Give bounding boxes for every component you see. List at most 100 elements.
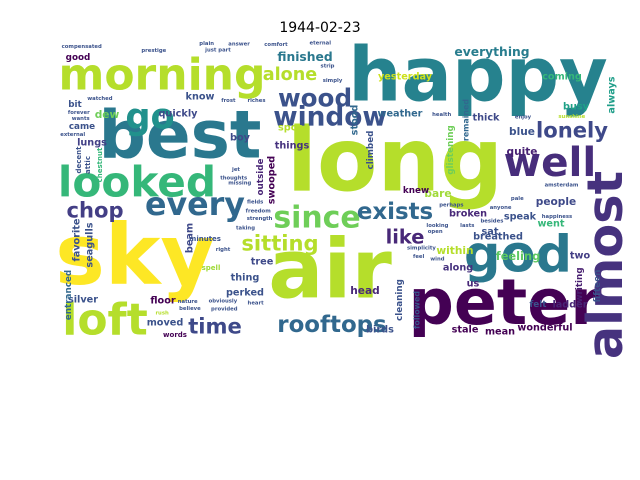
word-window: window bbox=[273, 102, 387, 133]
word-chestnut: chestnut bbox=[96, 147, 104, 182]
word-quite: quite bbox=[506, 146, 537, 158]
word-mean: mean bbox=[485, 327, 515, 338]
word-freedom: freedom bbox=[246, 208, 272, 214]
word-alone: alone bbox=[263, 65, 318, 85]
word-attic: attic bbox=[84, 156, 92, 174]
word-wood: wood bbox=[278, 84, 352, 113]
word-comfort: comfort bbox=[264, 42, 288, 48]
word-air: air bbox=[268, 223, 392, 318]
word-cleaning: cleaning bbox=[395, 279, 405, 321]
word-speak: speak bbox=[504, 212, 537, 223]
word-head: head bbox=[350, 285, 379, 297]
word-exists: exists bbox=[357, 199, 433, 225]
word-came: came bbox=[69, 122, 95, 132]
word-wind: wind bbox=[430, 256, 444, 262]
word-simplicity: simplicity bbox=[407, 246, 436, 252]
word-sat: sat bbox=[482, 227, 499, 238]
word-answer: answer bbox=[228, 42, 250, 48]
word-sunshine: sunshine bbox=[558, 114, 585, 120]
word-go: go bbox=[125, 97, 174, 138]
word-since: since bbox=[273, 201, 360, 236]
word-enjoy: enjoy bbox=[515, 114, 532, 120]
word-outside: outside bbox=[256, 158, 266, 195]
word-frost: frost bbox=[221, 98, 236, 104]
word-open: open bbox=[428, 229, 443, 235]
word-along: along bbox=[443, 263, 473, 274]
chart-title: 1944-02-23 bbox=[279, 20, 361, 36]
word-minutes: minutes bbox=[189, 235, 221, 243]
word-riches: riches bbox=[247, 98, 265, 104]
word-jet: jet bbox=[231, 167, 240, 173]
word-looked: looked bbox=[58, 158, 216, 207]
word-felt: felt bbox=[529, 300, 546, 310]
word-taking: taking bbox=[236, 226, 255, 232]
word-writing: writing bbox=[575, 267, 585, 302]
word-wants: wants bbox=[72, 116, 90, 122]
word-weather: weather bbox=[378, 109, 423, 120]
word-wonderful: wonderful bbox=[517, 323, 572, 334]
word-sky: sky bbox=[55, 206, 215, 304]
word-yesterday: yesterday bbox=[378, 72, 433, 83]
word-boy: boy bbox=[230, 133, 251, 144]
word-strip: strip bbox=[321, 63, 335, 69]
word-ladder: ladder bbox=[552, 300, 587, 311]
word-plain: plain bbox=[199, 41, 214, 47]
word-seagulls: seagulls bbox=[85, 222, 96, 267]
word-pale: pale bbox=[511, 196, 524, 202]
word-watched: watched bbox=[87, 96, 113, 102]
word-strength: strength bbox=[247, 216, 273, 222]
word-blue: blue bbox=[509, 126, 535, 138]
word-amsterdam: amsterdam bbox=[545, 183, 579, 189]
word-words: words bbox=[163, 331, 187, 339]
word-provided: provided bbox=[211, 307, 238, 313]
word-lasts: lasts bbox=[460, 223, 474, 229]
word-happy: happy bbox=[348, 32, 608, 119]
word-coming: coming bbox=[542, 72, 582, 83]
word-loft: loft bbox=[62, 295, 148, 346]
word-believe: believe bbox=[179, 306, 201, 312]
word-rush: rush bbox=[155, 310, 169, 316]
word-perhaps: perhaps bbox=[439, 203, 463, 209]
word-followed: followed bbox=[413, 291, 422, 329]
word-people: people bbox=[536, 196, 576, 208]
word-knew: knew bbox=[403, 186, 429, 196]
word-know: know bbox=[186, 92, 215, 103]
word-went: went bbox=[537, 219, 564, 230]
word-looking: looking bbox=[426, 223, 448, 229]
word-lungs: lungs bbox=[77, 138, 107, 149]
word-health: health bbox=[432, 112, 451, 118]
word-god: god bbox=[464, 226, 572, 285]
word-compensated: compensated bbox=[62, 44, 102, 50]
word-chop: chop bbox=[66, 198, 123, 223]
word-fifteen: fifteen bbox=[593, 270, 603, 303]
word-decent: decent bbox=[75, 146, 83, 174]
word-rooftops: rooftops bbox=[277, 312, 386, 338]
word-things: things bbox=[275, 141, 310, 152]
word-everything: everything bbox=[454, 45, 529, 59]
word-peter: peter bbox=[409, 265, 603, 339]
word-feeling: feeling bbox=[496, 249, 540, 263]
word-broken: broken bbox=[449, 209, 487, 220]
word-two: two bbox=[570, 251, 591, 262]
word-long: long bbox=[287, 109, 503, 212]
word-favorite: favorite bbox=[72, 218, 83, 261]
word-well: well bbox=[504, 138, 597, 186]
word-thoughts: thoughts bbox=[220, 175, 247, 181]
word-spell: spell bbox=[202, 264, 221, 272]
word-nature: nature bbox=[178, 299, 198, 305]
word-fields: fields bbox=[247, 200, 263, 206]
word-quickly: quickly bbox=[159, 109, 199, 120]
word-stood: stood bbox=[350, 105, 361, 136]
word-dew: dew bbox=[95, 109, 120, 121]
word-bare: bare bbox=[424, 188, 451, 200]
word-stale: stale bbox=[452, 325, 479, 336]
word-every: every bbox=[145, 187, 245, 223]
word-floor: floor bbox=[150, 296, 175, 307]
word-anyone: anyone bbox=[490, 205, 512, 211]
word-happiness: happiness bbox=[542, 214, 572, 220]
word-right: right bbox=[216, 247, 231, 253]
word-busy: busy bbox=[563, 102, 590, 113]
word-feel: feel bbox=[413, 254, 424, 260]
word-besides: besides bbox=[480, 218, 503, 224]
